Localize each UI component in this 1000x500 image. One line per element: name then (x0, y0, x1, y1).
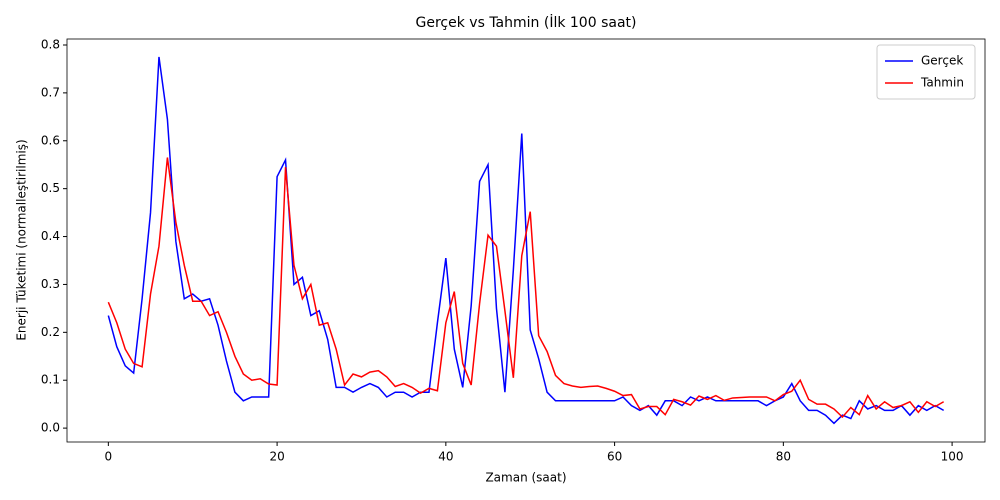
legend-box (876, 44, 976, 100)
series-line (107, 56, 945, 425)
y-tick-label: 0.5 (41, 181, 60, 195)
y-tick-label: 0.7 (41, 85, 60, 99)
y-tick-label: 0.8 (41, 37, 60, 51)
series-line (107, 157, 945, 419)
x-axis-label: Zaman (saat) (485, 471, 566, 485)
y-tick-label: 0.4 (41, 229, 60, 243)
legend: Gerçek Tahmin (876, 44, 976, 100)
x-tick-label: 40 (438, 450, 453, 464)
x-tick-label: 0 (105, 450, 113, 464)
legend-label: Tahmin (920, 76, 964, 90)
x-tick-label: 60 (607, 450, 622, 464)
y-tick-label: 0.3 (41, 277, 60, 291)
legend-label: Gerçek (921, 54, 963, 68)
x-tick-label: 80 (776, 450, 791, 464)
x-tick-label: 100 (941, 450, 964, 464)
y-axis-label: Enerji Tüketimi (normalleştirilmiş) (15, 139, 29, 340)
y-tick-label: 0.2 (41, 325, 60, 339)
plot-frame (66, 38, 986, 443)
x-tick-label: 20 (269, 450, 284, 464)
y-tick-label: 0.1 (41, 373, 60, 387)
y-tick-label: 0.6 (41, 133, 60, 147)
y-tick-label: 0.0 (41, 421, 60, 435)
chart-title: Gerçek vs Tahmin (İlk 100 saat) (416, 13, 637, 31)
